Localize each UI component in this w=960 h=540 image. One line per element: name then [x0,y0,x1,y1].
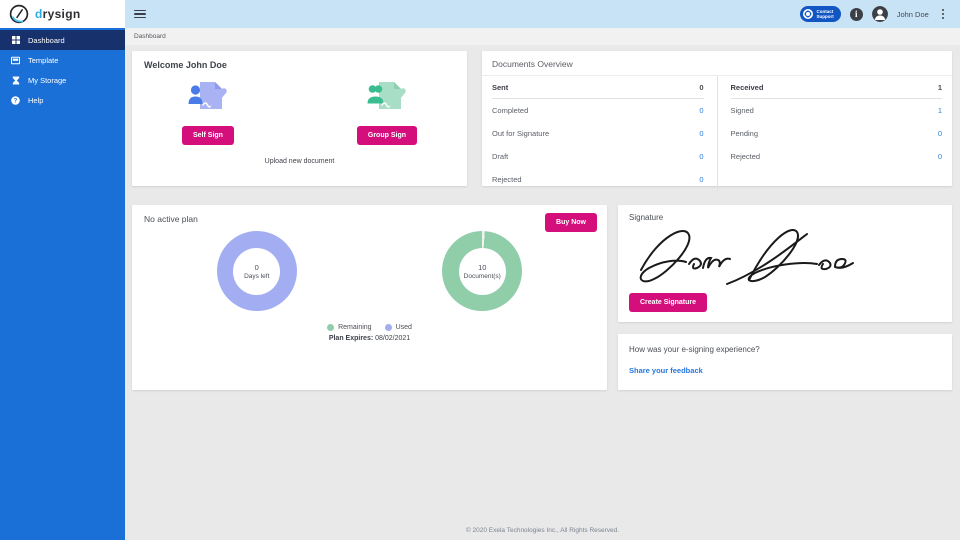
days-left-donut-chart: 0 Days left [216,231,297,311]
dashboard-grid-icon [11,36,20,45]
storage-icon [11,76,20,85]
legend-used: Used [384,324,412,331]
self-sign-icon [188,82,227,109]
feedback-card: How was your e-signing experience? Share… [618,334,952,390]
info-icon[interactable]: i [849,7,863,21]
group-sign-option: Group Sign [356,79,417,145]
brand-name: drysign [35,7,81,21]
main-content: Welcome John Doe Self Sign [125,45,960,540]
footer-copyright: © 2020 Exela Technologies Inc., All Righ… [465,527,620,534]
doc-label: Rejected [492,175,522,184]
documents-remaining-value: 10 [478,262,487,272]
user-avatar[interactable] [871,6,888,22]
sidebar-item-label: Help [28,95,44,105]
sidebar-item-template[interactable]: Template [0,50,125,70]
doc-row-sent: Sent 0 [492,76,704,99]
signature-title: Signature [629,213,664,222]
buy-now-button[interactable]: Buy Now [545,213,597,232]
brand-logo[interactable]: drysign [0,0,125,28]
documents-remaining-label: Document(s) [463,272,501,280]
doc-row-draft: Draft 0 [492,145,704,168]
welcome-card: Welcome John Doe Self Sign [132,51,467,186]
doc-count-link[interactable]: 0 [699,129,704,138]
doc-label: Received [730,82,764,92]
doc-row-rejected-received: Rejected 0 [731,145,943,168]
doc-count-link[interactable]: 0 [699,175,704,184]
doc-count: 0 [699,82,704,92]
legend-remaining: Remaining [327,324,372,331]
plan-card: No active plan Buy Now 0 Days left 10 Do… [132,205,607,390]
welcome-title: Welcome John Doe [144,60,227,70]
feedback-question: How was your e-signing experience? [629,345,760,354]
doc-label: Completed [492,106,529,115]
documents-received-column: Received 1 Signed 1 Pending 0 Rejected [718,76,943,191]
sidebar-item-help[interactable]: ? Help [0,90,125,110]
doc-row-pending: Pending 0 [731,122,943,145]
sidebar-nav: Dashboard Template My Storage ? Help [0,28,125,110]
hamburger-menu-icon[interactable] [134,9,146,19]
documents-overview-card: Documents Overview Sent 0 Completed 0 Ou… [482,51,952,191]
donut-legend: Remaining Used [144,324,595,331]
contact-support-label: Contact Support [816,9,834,19]
sidebar-item-label: My Storage [28,75,67,85]
documents-remaining-donut-chart: 10 Document(s) [442,231,523,311]
remaining-dot-icon [327,324,335,331]
self-sign-button[interactable]: Self Sign [182,126,234,145]
doc-row-rejected-sent: Rejected 0 [492,168,704,191]
person-icon [871,6,888,22]
days-left-label: Days left [244,272,270,280]
contact-support-button[interactable]: Contact Support [800,6,841,22]
doc-label: Rejected [730,152,761,161]
doc-row-received: Received 1 [730,76,942,99]
group-sign-button[interactable]: Group Sign [356,126,417,145]
plan-expires: Plan Expires: 08/02/2021 [328,335,411,342]
drysign-logo-icon [9,4,29,24]
sidebar-item-my-storage[interactable]: My Storage [0,70,125,90]
doc-label: Sent [492,82,509,92]
breadcrumb: Dashboard [125,28,960,45]
sidebar: drysign Dashboard Template My Storage [0,0,125,540]
user-name[interactable]: John Doe [896,9,929,19]
share-feedback-link[interactable]: Share your feedback [629,366,703,375]
doc-label: Pending [730,129,759,138]
plan-title: No active plan [144,214,198,224]
create-signature-button[interactable]: Create Signature [629,293,708,312]
documents-overview-title: Documents Overview [482,51,952,76]
kebab-menu-icon[interactable] [938,7,948,21]
doc-row-signed: Signed 1 [731,99,943,122]
signature-image [639,229,854,285]
doc-count-link[interactable]: 0 [937,152,942,161]
topbar-right-group: Contact Support i John Doe [800,6,948,22]
support-lifebuoy-icon [803,9,814,19]
documents-sent-column: Sent 0 Completed 0 Out for Signature 0 [492,76,718,191]
doc-row-completed: Completed 0 [492,99,704,122]
svg-text:?: ? [14,98,18,104]
doc-count: 1 [937,82,942,92]
help-icon: ? [11,95,20,105]
topbar: Contact Support i John Doe [125,0,960,28]
doc-count-link[interactable]: 0 [937,129,942,138]
doc-row-out-for-signature: Out for Signature 0 [492,122,704,145]
doc-count-link[interactable]: 0 [699,152,704,161]
used-dot-icon [384,324,392,331]
doc-count-link[interactable]: 0 [699,106,704,115]
sidebar-item-label: Template [28,55,59,65]
doc-label: Signed [730,106,754,115]
group-sign-icon [367,82,406,109]
signature-card: Signature Create Signatu [618,205,952,322]
upload-new-document-link[interactable]: Upload new document [264,158,335,165]
sidebar-item-label: Dashboard [28,35,65,45]
doc-label: Out for Signature [492,129,550,138]
template-icon [11,56,20,65]
sidebar-item-dashboard[interactable]: Dashboard [0,30,125,50]
doc-label: Draft [492,152,509,161]
days-left-value: 0 [254,262,259,272]
self-sign-option: Self Sign [182,79,234,145]
doc-count-link[interactable]: 1 [937,106,942,115]
